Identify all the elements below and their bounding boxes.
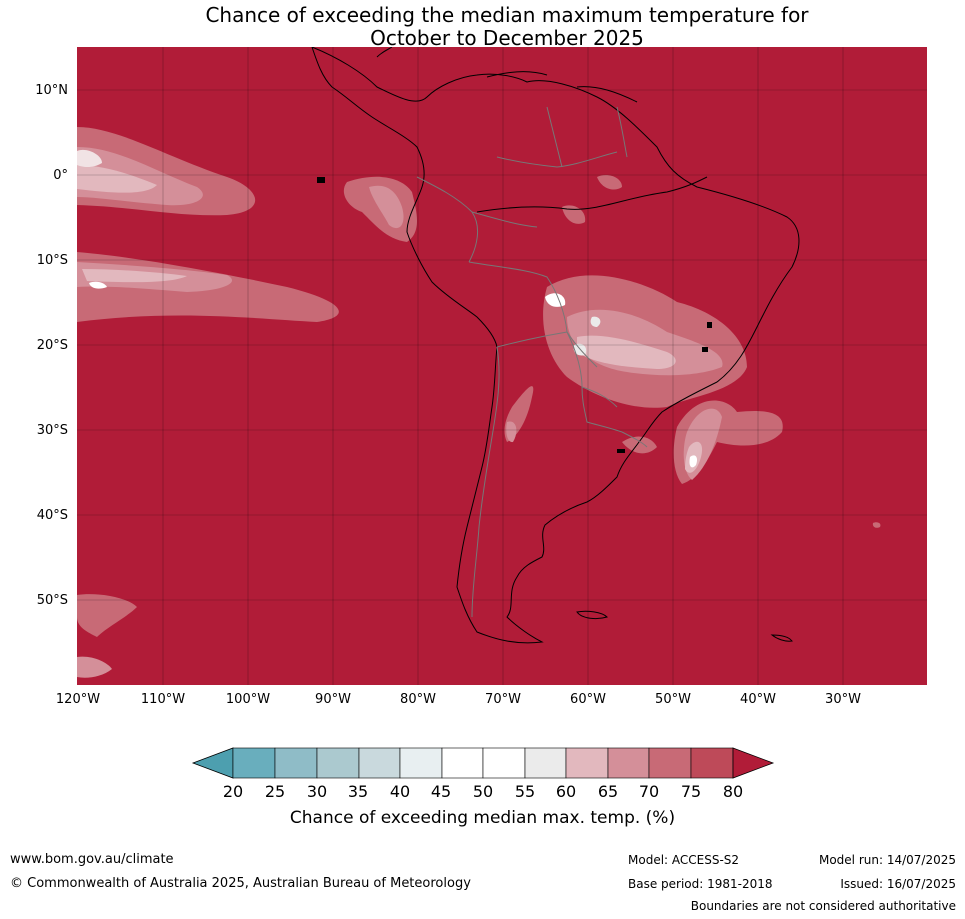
lat-label: 10°S: [36, 253, 68, 268]
caribbean-coastline: [376, 47, 638, 103]
colorbar-tick: 75: [680, 782, 702, 801]
lon-label: 50°W: [655, 692, 691, 707]
lat-label: 50°S: [36, 593, 68, 608]
brazil-anomaly-shading: [504, 175, 747, 454]
colorbar-segment: [690, 747, 734, 779]
lat-label: 0°: [53, 168, 68, 183]
lon-label: 110°W: [140, 692, 186, 707]
south-america-coastline: [311, 47, 800, 644]
lat-label: 30°S: [36, 423, 68, 438]
lat-label: 20°S: [36, 338, 68, 353]
colorbar-segment: [399, 747, 443, 779]
colorbar-tick: 50: [472, 782, 494, 801]
lon-label: 30°W: [825, 692, 861, 707]
colorbar-tick: 40: [389, 782, 411, 801]
country-boundaries: [416, 106, 648, 618]
lon-label: 120°W: [55, 692, 101, 707]
colorbar-segment: [524, 747, 567, 779]
colorbar-segment: [358, 747, 401, 779]
colorbar-tick: 35: [347, 782, 369, 801]
lat-label: 40°S: [36, 508, 68, 523]
coastlines: [311, 47, 800, 644]
lon-label: 40°W: [740, 692, 776, 707]
colorbar-segment: [441, 747, 484, 779]
lon-label: 100°W: [225, 692, 271, 707]
pacific-anomaly-shading: [77, 127, 417, 678]
colorbar-segment: [274, 747, 318, 779]
colorbar: [191, 747, 775, 779]
colorbar-segment: [232, 747, 276, 779]
map-title: Chance of exceeding the median maximum t…: [0, 4, 965, 50]
lon-label: 90°W: [315, 692, 351, 707]
boundaries-disclaimer: Boundaries are not considered authoritat…: [690, 899, 956, 913]
title-line-1: Chance of exceeding the median maximum t…: [205, 3, 809, 27]
graticule: [77, 47, 927, 685]
model-name: Model: ACCESS-S2: [628, 853, 740, 867]
islands: [317, 177, 712, 453]
colorbar-segment: [607, 747, 650, 779]
colorbar-tick: 80: [722, 782, 744, 801]
atlantic-anomaly-shading: [673, 400, 881, 528]
website-link[interactable]: www.bom.gov.au/climate: [10, 852, 174, 867]
lon-label: 70°W: [485, 692, 521, 707]
colorbar-segment: [565, 747, 609, 779]
issued-date: Issued: 16/07/2025: [840, 877, 956, 891]
colorbar-label: Chance of exceeding median max. temp. (%…: [289, 808, 676, 828]
colorbar-tick: 45: [430, 782, 452, 801]
amazon-river: [476, 176, 708, 213]
lon-label: 80°W: [400, 692, 436, 707]
colorbar-tick: 20: [222, 782, 244, 801]
lat-label: 10°N: [35, 83, 68, 98]
colorbar-tick: 65: [597, 782, 619, 801]
colorbar-segment: [316, 747, 360, 779]
title-line-2: October to December 2025: [370, 26, 644, 50]
lon-label: 60°W: [570, 692, 606, 707]
copyright-text: © Commonwealth of Australia 2025, Austra…: [10, 876, 471, 891]
colorbar-under-arrow: [191, 747, 234, 779]
colorbar-tick: 55: [514, 782, 536, 801]
probability-map: [77, 47, 927, 685]
colorbar-segment: [648, 747, 692, 779]
colorbar-over-arrow: [732, 747, 775, 779]
colorbar-segment: [482, 747, 526, 779]
falklands-coastline: [576, 610, 608, 620]
colorbar-tick: 30: [306, 782, 328, 801]
colorbar-tick: 70: [638, 782, 660, 801]
colorbar-tick: 25: [264, 782, 286, 801]
base-period: Base period: 1981-2018: [628, 877, 773, 891]
south-georgia-coastline: [770, 634, 793, 642]
map-background: [77, 47, 927, 685]
colorbar-tick: 60: [555, 782, 577, 801]
model-run-date: Model run: 14/07/2025: [818, 853, 956, 867]
